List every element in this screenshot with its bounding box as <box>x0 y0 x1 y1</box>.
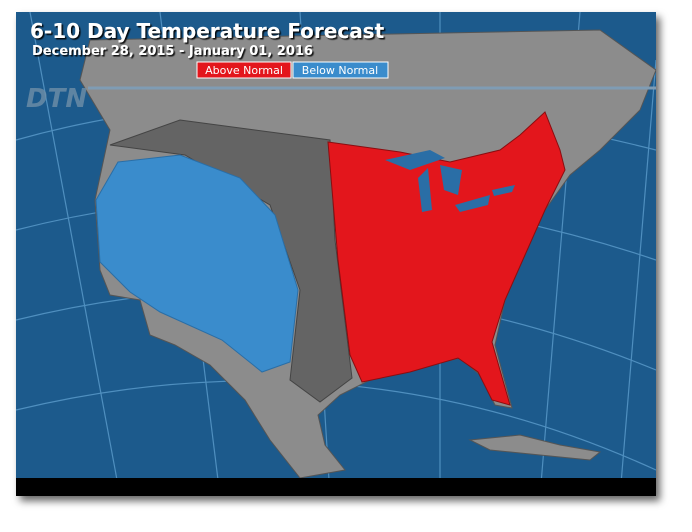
great-lakes <box>385 150 515 212</box>
cuba <box>468 434 602 461</box>
legend-label: Above Normal <box>205 64 283 77</box>
legend-box <box>292 61 389 79</box>
legend-box <box>196 61 292 79</box>
bottom-bar <box>16 478 656 496</box>
above-normal-region <box>327 111 566 406</box>
logo: DTN <box>26 84 87 114</box>
legend-label: Below Normal <box>302 64 378 77</box>
map-body: DTN <box>16 12 656 496</box>
title: 6-10 Day Temperature Forecast <box>30 19 385 43</box>
subtitle: December 28, 2015 - January 01, 2016 <box>32 44 313 59</box>
below-normal-region <box>95 154 299 373</box>
